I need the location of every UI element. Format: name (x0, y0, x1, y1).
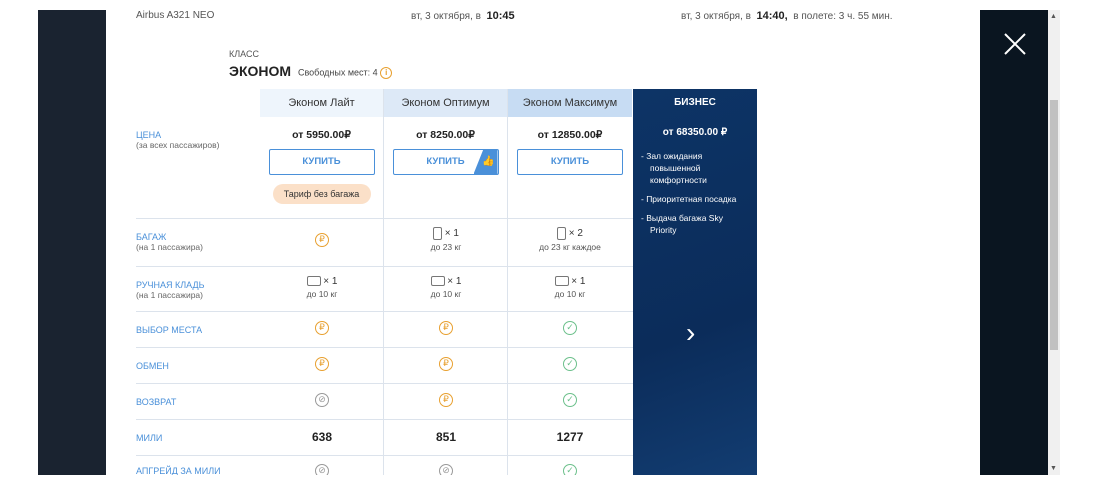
buy-button[interactable]: КУПИТЬ (268, 149, 375, 175)
divider (136, 455, 633, 456)
arrival-date: вт, 3 октября, в (681, 11, 751, 22)
buy-button[interactable]: КУПИТЬ (517, 149, 623, 175)
seats-text: Свободных мест: 4 (298, 67, 378, 78)
miles-value: 638 (311, 430, 333, 444)
business-header: БИЗНЕС (674, 97, 716, 108)
arrival: вт, 3 октября, в 14:40, в полете: 3 ч. 5… (681, 10, 893, 22)
ruble-paid-icon: ₽ (439, 357, 453, 371)
ruble-paid-icon: ₽ (315, 233, 329, 247)
ruble-paid-icon: ₽ (315, 357, 329, 371)
row-label-miles: МИЛИ (136, 433, 163, 443)
hand-luggage-allowance: × 1 до 10 кг (430, 276, 462, 299)
business-feature: - Зал ожидания повышенной комфортности (641, 151, 707, 185)
divider (136, 419, 633, 420)
baggage-allowance: × 1 до 23 кг (430, 227, 462, 252)
tariff-column: Эконом Оптимум от 8250.00₽ КУПИТЬ 👍 (384, 89, 508, 475)
row-label-exchange: ОБМЕН (136, 361, 169, 371)
briefcase-icon (306, 276, 321, 287)
check-included-icon: ✓ (563, 393, 577, 407)
scrollbar-thumb[interactable] (1050, 100, 1058, 350)
divider (136, 347, 633, 348)
business-price: от 68350.00 ₽ (662, 127, 728, 138)
ruble-paid-icon: ₽ (439, 393, 453, 407)
suitcase-icon (557, 227, 567, 240)
briefcase-icon (554, 276, 569, 287)
hand-luggage-allowance: × 1 до 10 кг (554, 276, 586, 299)
row-label-upgrade: АПГРЕЙД ЗА МИЛИ (136, 466, 221, 475)
row-label-hand-luggage: РУЧНАЯ КЛАДЬ (на 1 пассажира) (136, 280, 205, 300)
ruble-paid-icon: ₽ (439, 321, 453, 335)
tariff-column: Эконом Максимум от 12850.00₽ КУПИТЬ (508, 89, 632, 475)
tariff-price: от 8250.00₽ (416, 129, 475, 141)
tariff-column: Эконом Лайт от 5950.00₽ КУПИТЬ Тариф без… (260, 89, 384, 475)
seats-available: Свободных мест: 4 i (298, 67, 393, 79)
class-name: ЭКОНОМ (229, 63, 292, 79)
departure: вт, 3 октября, в 10:45 (411, 10, 515, 22)
no-baggage-badge: Тариф без багажа (272, 184, 371, 204)
tariff-price: от 12850.00₽ (537, 129, 603, 141)
miles-value: 1277 (556, 430, 584, 444)
divider (136, 311, 633, 312)
business-feature: - Приоритетная посадка (641, 194, 737, 204)
flight-duration: в полете: 3 ч. 55 мин. (793, 11, 893, 22)
not-available-icon: ⊘ (439, 464, 453, 475)
divider (136, 383, 633, 384)
class-label: КЛАСС (229, 49, 259, 59)
check-included-icon: ✓ (563, 464, 577, 475)
close-icon[interactable] (1003, 32, 1027, 56)
tariff-name: Эконом Лайт (260, 89, 383, 117)
row-label-seat: ВЫБОР МЕСТА (136, 325, 203, 335)
tariff-name: Эконом Максимум (508, 89, 632, 117)
business-features: - Зал ожидания повышенной комфортности -… (641, 150, 749, 236)
baggage-allowance: × 2 до 23 кг каждое (539, 227, 601, 252)
scroll-down-icon[interactable]: ▼ (1050, 465, 1057, 472)
tariff-name: Эконом Оптимум (384, 89, 507, 117)
business-feature: - Выдача багажа Sky Priority (641, 213, 723, 235)
row-label-baggage: БАГАЖ (на 1 пассажира) (136, 232, 203, 252)
departure-date: вт, 3 октября, в (411, 11, 481, 22)
ruble-paid-icon: ₽ (315, 321, 329, 335)
scroll-up-icon[interactable]: ▲ (1050, 13, 1057, 20)
divider (136, 218, 633, 219)
not-available-icon: ⊘ (315, 464, 329, 475)
suitcase-icon (433, 227, 443, 240)
divider (136, 266, 633, 267)
page-backdrop (38, 10, 106, 475)
buy-button[interactable]: КУПИТЬ 👍 (392, 149, 499, 175)
aircraft: Airbus A321 NEO (136, 10, 215, 21)
info-icon[interactable]: i (380, 67, 393, 79)
thumbs-up-icon: 👍 (473, 150, 498, 174)
miles-value: 851 (435, 430, 457, 444)
chevron-right-icon[interactable]: › (686, 317, 696, 348)
row-label-refund: ВОЗВРАТ (136, 397, 177, 407)
hand-luggage-allowance: × 1 до 10 кг (306, 276, 338, 299)
briefcase-icon (430, 276, 445, 287)
row-label-price: ЦЕНА (за всех пассажиров) (136, 130, 220, 150)
business-column[interactable]: БИЗНЕС от 68350.00 ₽ - Зал ожидания повы… (633, 89, 757, 475)
arrival-time: 14:40, (756, 10, 788, 22)
check-included-icon: ✓ (563, 357, 577, 371)
departure-time: 10:45 (486, 10, 515, 22)
scrollbar[interactable]: ▲ ▼ (1048, 10, 1060, 475)
not-available-icon: ⊘ (315, 393, 329, 407)
overlay-backdrop (980, 10, 1048, 475)
tariff-modal: Airbus A321 NEO вт, 3 октября, в 10:45 в… (106, 0, 980, 475)
tariff-price: от 5950.00₽ (292, 129, 351, 141)
check-included-icon: ✓ (563, 321, 577, 335)
